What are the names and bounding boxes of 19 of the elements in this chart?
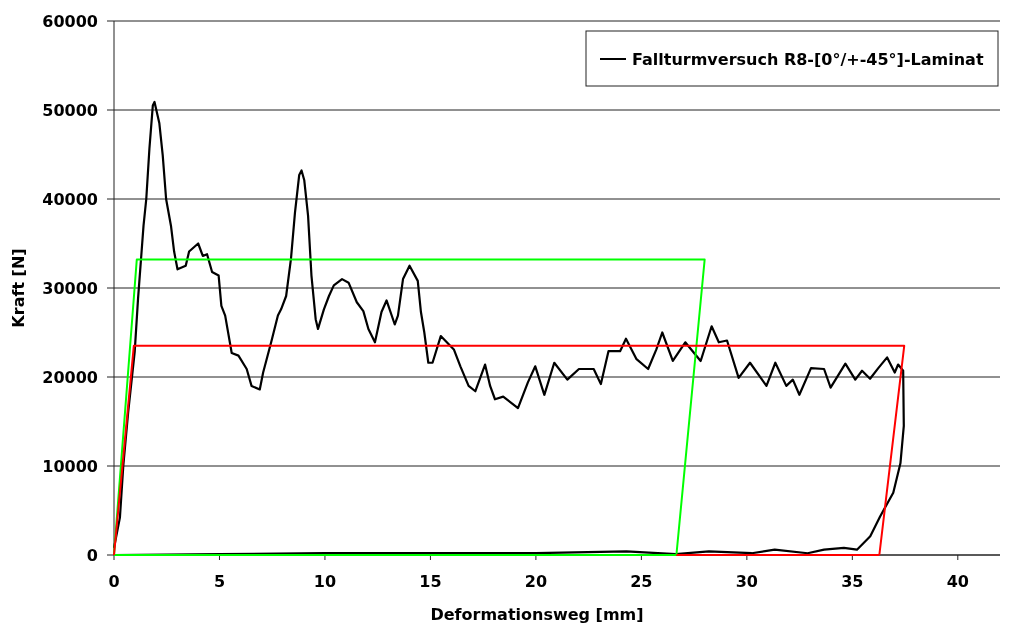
x-axis-title: Deformationsweg [mm] bbox=[430, 605, 644, 624]
y-tick-label: 50000 bbox=[42, 100, 98, 120]
x-tick-label: 20 bbox=[524, 572, 548, 591]
x-tick-label: 5 bbox=[213, 572, 226, 591]
x-tick-label: 35 bbox=[841, 572, 864, 591]
x-tick-label: 40 bbox=[946, 572, 969, 591]
x-tick-label: 30 bbox=[735, 572, 758, 591]
y-tick-label: 40000 bbox=[42, 189, 98, 209]
legend-label: Fallturmversuch R8-[0°/+-45°]-Laminat bbox=[632, 49, 984, 69]
y-tick-label: 60000 bbox=[42, 11, 98, 31]
x-tick-label: 15 bbox=[419, 572, 442, 591]
y-tick-label: 0 bbox=[86, 545, 98, 565]
x-tick-label: 10 bbox=[313, 572, 337, 591]
y-tick-label: 10000 bbox=[42, 456, 98, 476]
y-tick-label: 20000 bbox=[42, 367, 98, 387]
y-tick-label: 30000 bbox=[42, 278, 98, 298]
y-axis-title: Kraft [N] bbox=[9, 248, 28, 328]
x-tick-label: 0 bbox=[108, 572, 120, 591]
x-tick-label: 25 bbox=[630, 572, 653, 591]
